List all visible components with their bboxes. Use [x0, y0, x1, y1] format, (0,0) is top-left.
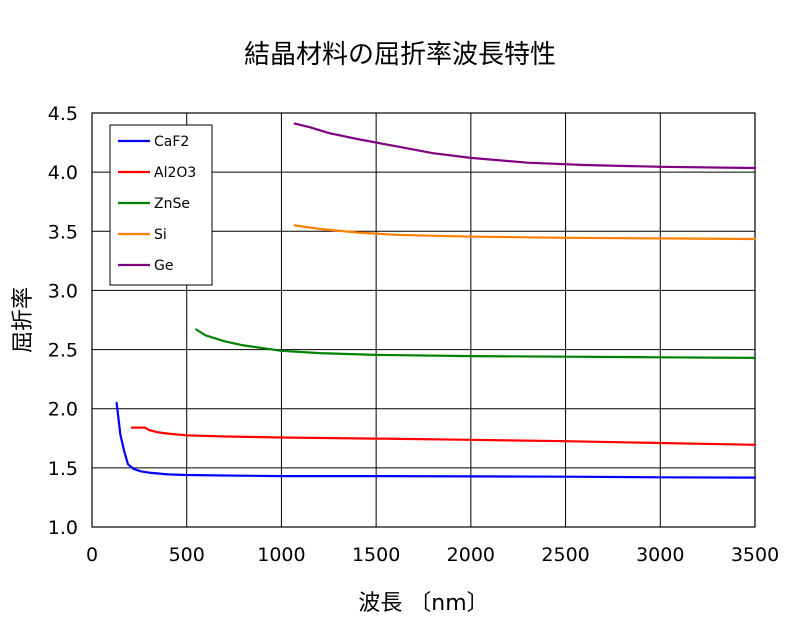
legend-label-al2o3: Al2O3 [154, 165, 196, 181]
series-lines [115, 122, 757, 479]
y-tick-label: 4.5 [48, 103, 78, 125]
legend-label-caf2: CaF2 [154, 134, 189, 150]
y-tick-label: 2.0 [48, 399, 78, 421]
legend-label-ge: Ge [154, 258, 173, 274]
legend-box [109, 124, 213, 286]
x-tick-label: 2500 [541, 544, 589, 566]
series-line-caf2 [115, 401, 757, 479]
series-line-si [293, 224, 757, 241]
grid [91, 112, 756, 528]
y-tick-label: 3.0 [48, 280, 78, 302]
y-tick-label: 1.5 [48, 458, 78, 480]
series-line-znse [195, 328, 757, 359]
plot-area-border [91, 112, 756, 528]
x-axis-label: 波長 〔nm〕 [358, 591, 488, 616]
x-tick-label: 1500 [352, 544, 400, 566]
x-tick-label: 0 [86, 544, 98, 566]
x-tick-label: 3000 [636, 544, 684, 566]
y-axis-label: 屈折率 [11, 287, 36, 353]
x-tick-label: 3500 [731, 544, 779, 566]
series-line-al2o3 [130, 426, 757, 446]
chart-title: 結晶材料の屈折率波長特性 [243, 40, 556, 70]
x-tick-label: 1000 [257, 544, 305, 566]
y-tick-label: 3.5 [48, 221, 78, 243]
axes: 0 500 1000 1500 2000 2500 3000 3500 1.0 1.5 2.0 2.5… [11, 103, 779, 616]
y-tick-label: 1.0 [48, 517, 78, 539]
x-tick-label: 500 [169, 544, 205, 566]
y-tick-label: 4.0 [48, 162, 78, 184]
y-tick-label: 2.5 [48, 340, 78, 362]
legend: CaF2 Al2O3 ZnSe Si Ge [109, 124, 213, 286]
legend-label-znse: ZnSe [154, 196, 190, 212]
x-tick-label: 2000 [447, 544, 495, 566]
series-line-ge [293, 122, 757, 170]
legend-label-si: Si [154, 227, 167, 243]
